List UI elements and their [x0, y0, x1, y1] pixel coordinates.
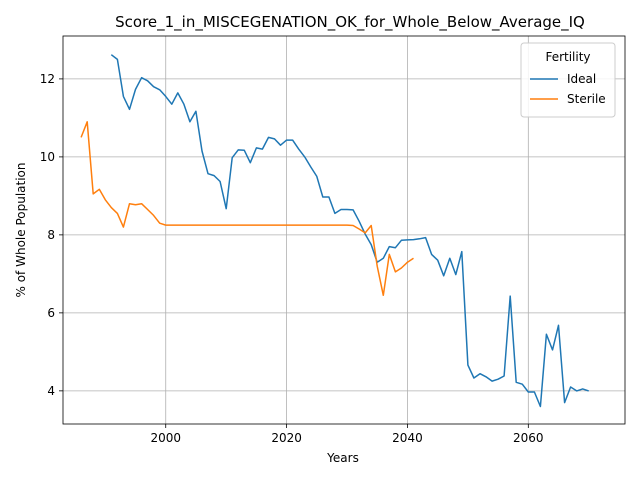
y-tick-label: 10: [40, 150, 55, 164]
y-axis-label: % of Whole Population: [14, 163, 28, 298]
chart-title: Score_1_in_MISCEGENATION_OK_for_Whole_Be…: [115, 13, 585, 32]
legend-label-sterile: Sterile: [567, 92, 606, 106]
plot-frame: [62, 35, 626, 425]
x-tick-label: 2000: [150, 431, 181, 445]
x-tick-label: 2020: [271, 431, 302, 445]
series-line-sterile: [80, 121, 414, 297]
series-line-ideal: [110, 54, 589, 408]
y-tick-label: 12: [40, 72, 55, 86]
axis-ticks: 2000 2020 2040 2060 4 6 8 10 12: [40, 72, 544, 445]
x-tick-label: 2060: [513, 431, 544, 445]
x-axis-label: Years: [326, 451, 359, 465]
legend-label-ideal: Ideal: [567, 72, 596, 86]
y-tick-label: 6: [47, 306, 55, 320]
x-tick-label: 2040: [392, 431, 423, 445]
y-tick-label: 4: [47, 384, 55, 398]
legend: Fertility Ideal Sterile: [520, 42, 616, 118]
series-layer: [80, 54, 589, 408]
legend-title: Fertility: [545, 50, 590, 64]
y-tick-label: 8: [47, 228, 55, 242]
